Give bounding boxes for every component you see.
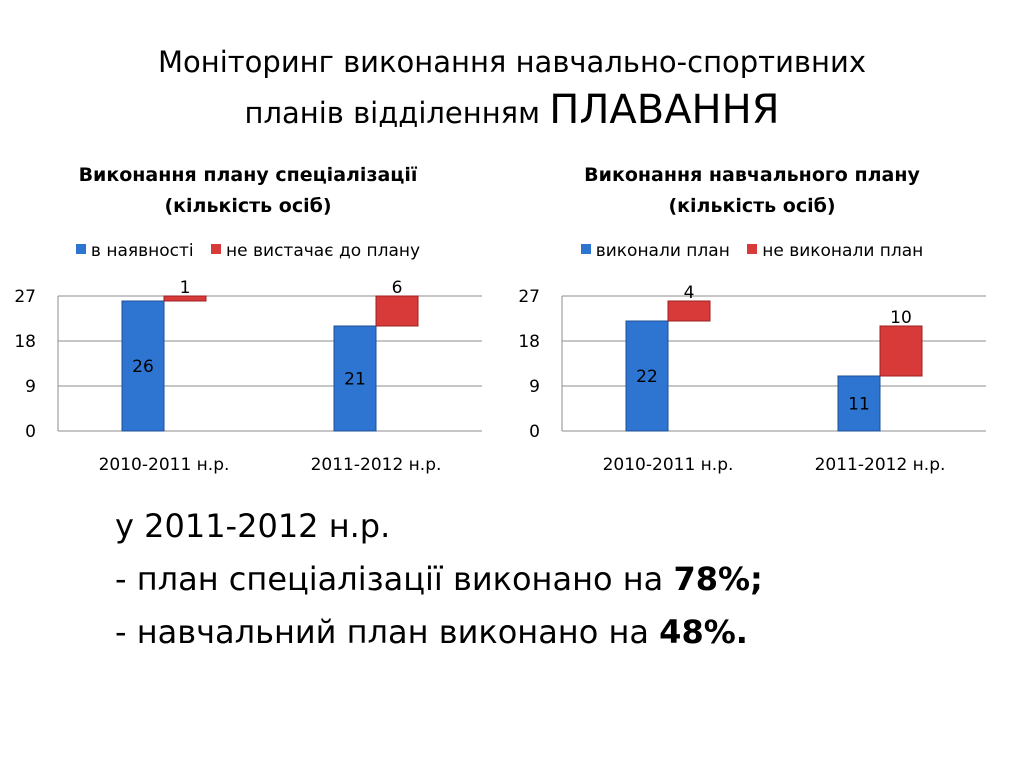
summary-line-3: - навчальний план виконано на 48%. (115, 606, 763, 659)
bar-blue (837, 375, 881, 432)
legend-label: виконали план (595, 241, 730, 261)
data-label: 26 (132, 357, 154, 377)
training-plan-chart: Виконання навчального плану (кількість о… (512, 160, 992, 480)
legend-swatch-blue (580, 244, 591, 254)
x-tick-label: 2010-2011 н.р. (99, 455, 230, 475)
chart-title: Виконання плану спеціалізації (кількість… (8, 160, 488, 222)
title-line-2-prefix: планів відділенням (244, 96, 541, 130)
data-label: 4 (684, 283, 695, 303)
chart-legend: в наявності не вистачає до плану (8, 241, 488, 261)
legend-item-completed: виконали план (580, 241, 730, 261)
bar-red (667, 300, 711, 322)
chart-title-line-2: (кількість осіб) (164, 195, 332, 217)
x-tick-label: 2010-2011 н.р. (603, 455, 734, 475)
legend-item-not-completed: не виконали план (747, 241, 923, 261)
title-line-2: планів відділенням ПЛАВАННЯ (0, 86, 1024, 137)
chart-legend: виконали план не виконали план (512, 241, 992, 261)
y-tick-label: 9 (25, 377, 36, 397)
data-label: 22 (636, 367, 658, 387)
x-tick-label: 2011-2012 н.р. (815, 455, 946, 475)
title-emphasis: ПЛАВАННЯ (549, 87, 780, 133)
chart-plot-area: 0 9 18 27 22 4 2010-2011 н.р. 11 10 2011-2012 н.р… (518, 283, 986, 475)
data-label: 1 (180, 278, 191, 298)
data-label: 6 (392, 278, 403, 298)
legend-swatch-red (211, 244, 222, 254)
bar-blue (625, 320, 669, 432)
summary-line-2-text: - план спеціалізації виконано на (115, 560, 664, 598)
data-label: 11 (848, 395, 870, 415)
summary-text: у 2011-2012 н.р. - план спеціалізації ви… (115, 500, 763, 659)
chart-title-line-1: Виконання плану спеціалізації (78, 164, 418, 186)
bar-red (163, 295, 207, 302)
y-tick-label: 27 (14, 287, 36, 307)
summary-line-2: - план спеціалізації виконано на 78%; (115, 553, 763, 606)
y-tick-label: 18 (14, 332, 36, 352)
chart-title-line-1: Виконання навчального плану (584, 164, 920, 186)
bar-red (375, 295, 419, 327)
chart-title-line-2: (кількість осіб) (668, 195, 836, 217)
y-tick-label: 9 (529, 377, 540, 397)
bar-blue (121, 300, 165, 432)
specialization-chart: Виконання плану спеціалізації (кількість… (8, 160, 488, 480)
legend-swatch-blue (75, 244, 86, 254)
title-line-1: Моніторинг виконання навчально-спортивни… (158, 45, 866, 79)
y-tick-label: 0 (529, 422, 540, 442)
bar-red (879, 325, 923, 377)
y-tick-label: 0 (25, 422, 36, 442)
chart-title: Виконання навчального плану (кількість о… (512, 160, 992, 222)
legend-swatch-red (747, 244, 758, 254)
bar-blue (333, 325, 377, 432)
x-tick-label: 2011-2012 н.р. (311, 455, 442, 475)
summary-line-3-text: - навчальний план виконано на (115, 613, 649, 651)
legend-item-available: в наявності (75, 241, 194, 261)
training-plan-percent: 48%. (659, 613, 748, 651)
specialization-percent: 78%; (673, 560, 763, 598)
legend-item-shortfall: не вистачає до плану (211, 241, 420, 261)
data-label: 10 (890, 308, 912, 328)
chart-plot-area: 0 9 18 27 26 1 2010-2011 н.р. 21 6 2011-2012 н.р. (14, 278, 482, 475)
legend-label: в наявності (90, 241, 194, 261)
summary-line-1: у 2011-2012 н.р. (115, 507, 391, 545)
data-label: 21 (344, 370, 366, 390)
legend-label: не вистачає до плану (226, 241, 421, 261)
y-tick-label: 18 (518, 332, 540, 352)
y-tick-label: 27 (518, 287, 540, 307)
slide-title: Моніторинг виконання навчально-спортивни… (0, 38, 1024, 137)
legend-label: не виконали план (762, 241, 924, 261)
